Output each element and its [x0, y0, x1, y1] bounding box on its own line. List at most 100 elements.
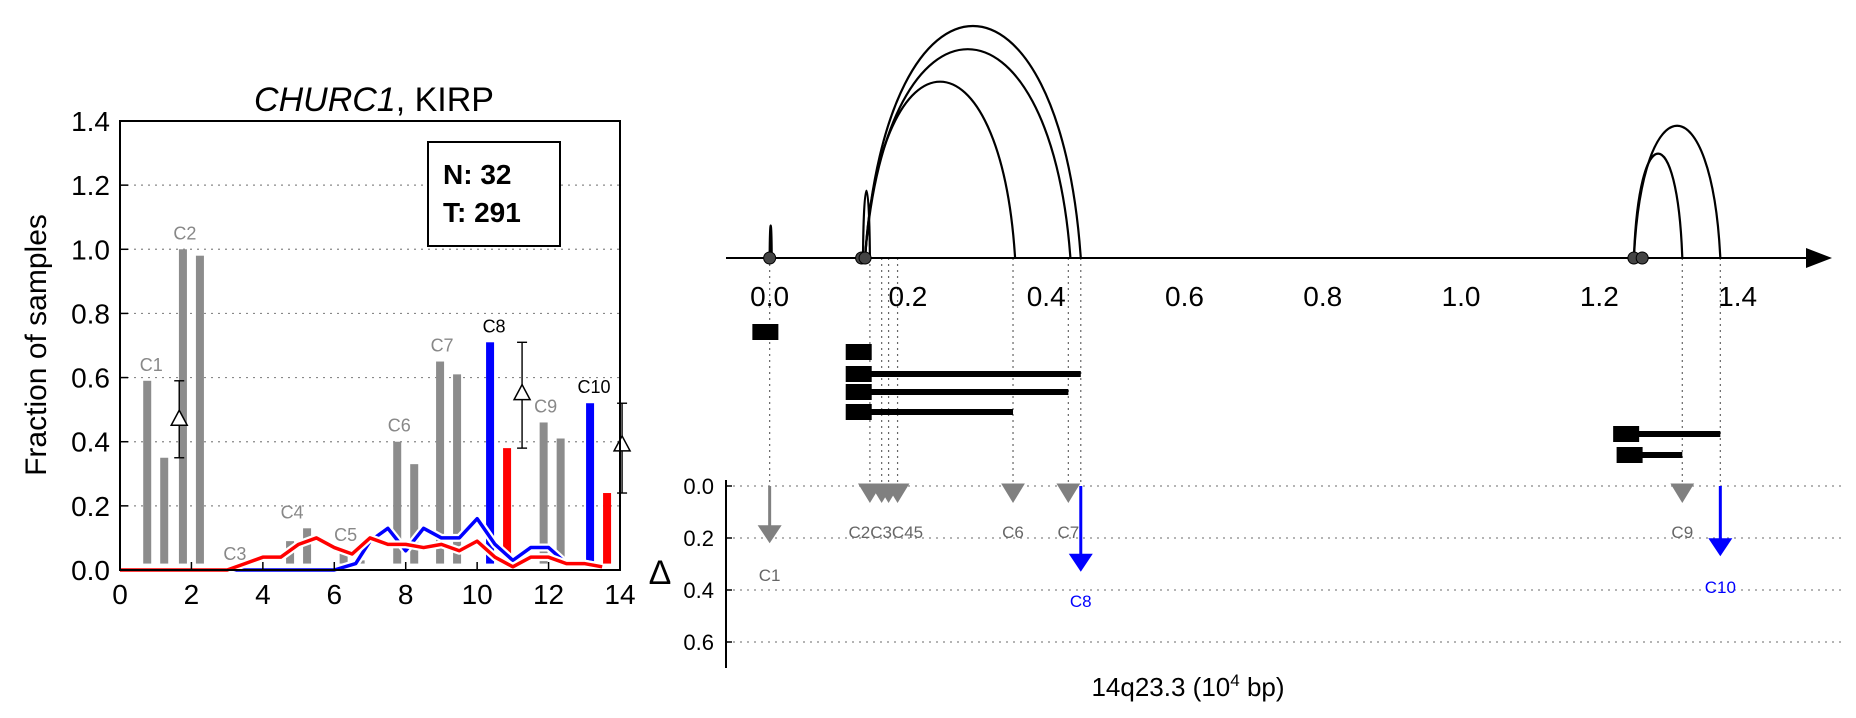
cluster-label-group: C2C3C45 — [848, 523, 923, 542]
tumor-bar — [303, 528, 312, 564]
cluster-label: C7 — [431, 336, 454, 356]
tumor-bar — [160, 457, 169, 564]
delta-tick-label: 0.2 — [683, 526, 714, 551]
transcript-exon-block — [1616, 447, 1643, 463]
cluster-label: C9 — [1671, 523, 1693, 542]
cluster-label: C8 — [1070, 592, 1092, 611]
exon-node — [1635, 251, 1649, 265]
transcript-exon-block — [845, 384, 872, 400]
genomic-tick-label: 1.2 — [1580, 281, 1619, 312]
y-tick-label: 0.6 — [71, 363, 110, 394]
x-tick-label: 10 — [462, 579, 493, 610]
left-chart-title: CHURC1, KIRP — [254, 81, 494, 119]
transcript-body — [772, 329, 774, 335]
tumor-bar — [453, 374, 462, 564]
genomic-tick-label: 0.4 — [1027, 281, 1066, 312]
x-tick-label: 6 — [326, 579, 342, 610]
transcripts — [752, 324, 1721, 463]
delta-tick-label: 0.0 — [683, 474, 714, 499]
genomic-axis-arrowhead — [1806, 248, 1832, 268]
x-tick-label: 14 — [604, 579, 635, 610]
cluster-triangle — [885, 483, 910, 503]
x-tick-label: 4 — [255, 579, 271, 610]
cluster-markers: C1 C6 C7 C8 C9 C10 C2C3C45 — [757, 483, 1736, 611]
y-tick-label: 0.8 — [71, 298, 110, 329]
y-tick-label: 1.0 — [71, 234, 110, 265]
genomic-tick-label: 0.2 — [888, 281, 927, 312]
tumor-bar — [410, 464, 419, 564]
delta-ticks: 0.0 0.2 0.4 0.6 — [683, 474, 732, 655]
genomic-tick-label: 0.0 — [750, 281, 789, 312]
title-gene: CHURC1 — [254, 81, 396, 119]
left-lines — [120, 514, 603, 574]
genomic-axis-label: 14q23.3 (104 bp) — [1091, 671, 1284, 702]
transcript-body — [865, 371, 1081, 377]
title-rest: , KIRP — [396, 81, 494, 119]
y-tick-label: 1.2 — [71, 170, 110, 201]
transcript-exon-block — [752, 324, 779, 340]
cluster-label: C6 — [388, 416, 411, 436]
delta-tick-label: 0.6 — [683, 630, 714, 655]
transcript-body — [865, 349, 870, 355]
series-line — [120, 536, 603, 572]
transcript-exon-block — [1613, 426, 1640, 442]
delta-tick-label: 0.4 — [683, 578, 714, 603]
transcript-body — [865, 409, 1014, 415]
normal-bar — [539, 422, 548, 564]
cluster-label: C6 — [1002, 523, 1024, 542]
transcript-body — [865, 389, 1069, 395]
transcript-body — [1636, 452, 1683, 458]
genomic-tick-label: 1.4 — [1718, 281, 1757, 312]
cluster-label: C10 — [578, 377, 611, 397]
normal-count: N: 32 — [443, 159, 511, 190]
left-bars — [143, 249, 612, 564]
tumor-bar — [556, 438, 565, 564]
delta-gridlines — [726, 485, 1842, 643]
xlabel-main: 14q23.3 (10 — [1091, 672, 1230, 702]
transcript-exon-block — [845, 366, 872, 382]
delta-marker — [169, 408, 189, 427]
left-chart: CHURC1, KIRP Fraction of samples C1C2C3C… — [20, 81, 636, 610]
y-tick-label: 0.0 — [71, 555, 110, 586]
sample-count-frame — [427, 141, 561, 247]
y-tick-label: 0.2 — [71, 491, 110, 522]
splice-arcs — [768, 25, 1722, 259]
normal-bar — [178, 249, 187, 564]
splice-arc — [1632, 152, 1684, 259]
normal-bar — [586, 403, 595, 564]
cluster-label: C8 — [483, 316, 506, 336]
tumor-count: T: 291 — [443, 197, 521, 228]
splice-arc — [863, 48, 1072, 259]
cluster-label: C7 — [1057, 523, 1079, 542]
genomic-tick-label: 0.6 — [1165, 281, 1204, 312]
cluster-label: C3 — [223, 544, 246, 564]
exon-nodes — [763, 251, 1649, 265]
cluster-label: C2 — [173, 223, 196, 243]
normal-bar — [143, 380, 152, 564]
cluster-label: C1 — [140, 355, 163, 375]
normal-bar — [393, 441, 402, 564]
cluster-delta-arrowhead — [1068, 553, 1093, 572]
cluster-label: C5 — [334, 525, 357, 545]
delta-axis-label: Δ — [649, 554, 672, 592]
left-cluster-labels: C1 C2 C3 C4 C5 C6 C7 C8 C9 C10 — [140, 223, 611, 564]
normal-bar — [339, 550, 348, 564]
cluster-triangle — [1001, 483, 1025, 503]
splice-arc — [768, 224, 773, 259]
x-tick-label: 12 — [533, 579, 564, 610]
transcript-body — [1633, 431, 1721, 437]
cluster-triangle — [1670, 483, 1695, 503]
delta-marker — [512, 383, 532, 401]
sample-count-box: N: 32 T: 291 — [427, 141, 561, 247]
exon-node — [763, 251, 777, 265]
cluster-label: C4 — [281, 502, 304, 522]
xlabel-sup: 4 — [1230, 671, 1239, 690]
cluster-delta-arrowhead — [1708, 538, 1733, 557]
xlabel-tail: bp) — [1240, 672, 1285, 702]
genomic-tick-label: 1.0 — [1442, 281, 1481, 312]
exon-node — [858, 251, 872, 265]
genomic-tick-label: 0.8 — [1303, 281, 1342, 312]
delta-marker — [612, 434, 632, 452]
splice-arc — [1632, 124, 1722, 259]
normal-bar — [436, 361, 445, 564]
